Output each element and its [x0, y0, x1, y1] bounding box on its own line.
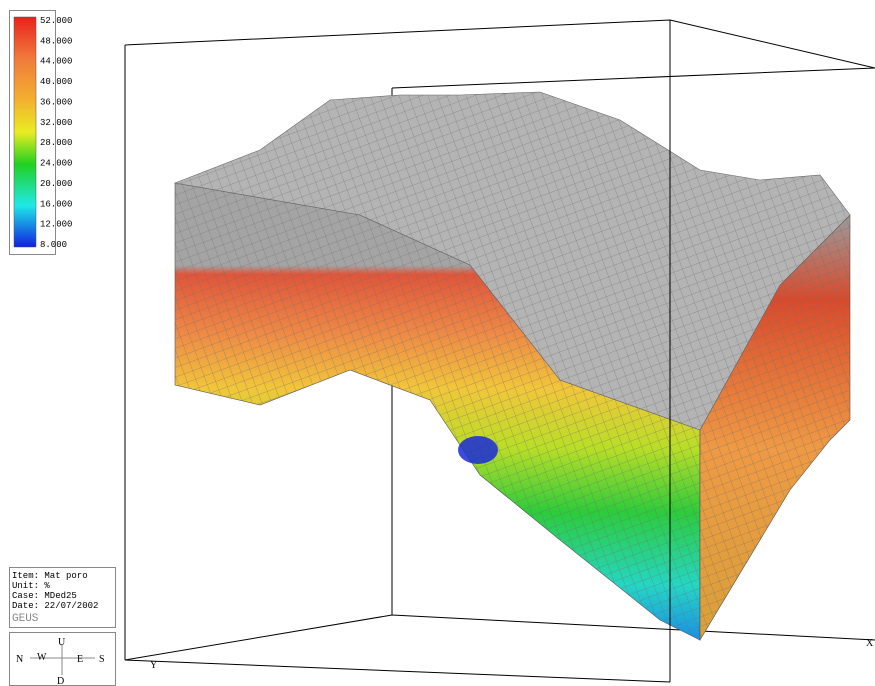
info-line: Date: 22/07/2002: [12, 601, 98, 611]
legend-label: 36.000: [40, 97, 72, 107]
legend-label: 8.000: [40, 240, 67, 250]
compass-label: D: [57, 676, 64, 686]
axis-label: X: [866, 638, 874, 649]
legend-label: 52.000: [40, 16, 72, 26]
compass: U D N W E S: [10, 633, 116, 686]
compass-label: W: [37, 652, 47, 663]
compass-label: N: [16, 654, 23, 665]
legend-label: 16.000: [40, 199, 72, 209]
logo: GEUS: [12, 613, 39, 625]
legend-label: 28.000: [40, 138, 72, 148]
compass-label: S: [99, 654, 105, 665]
compass-label: U: [58, 637, 66, 648]
legend-label: 24.000: [40, 159, 72, 169]
legend-label: 40.000: [40, 77, 72, 87]
axis-label: Y: [150, 660, 157, 671]
model: [175, 92, 850, 640]
viewer: Y X 52.000 48.000 44.000 40.000 36.000 32.000…: [0, 0, 875, 686]
info-line: Unit: %: [12, 581, 50, 591]
legend-label: 44.000: [40, 57, 72, 67]
compass-label: E: [77, 654, 83, 665]
legend-label: 20.000: [40, 179, 72, 189]
legend-label: 12.000: [40, 220, 72, 230]
color-legend: 52.000 48.000 44.000 40.000 36.000 32.000 28.0…: [10, 11, 73, 255]
legend-label: 48.000: [40, 36, 72, 46]
info-line: Case: MDed25: [12, 591, 77, 601]
info-line: Item: Mat poro: [12, 571, 88, 581]
legend-label: 32.000: [40, 118, 72, 128]
